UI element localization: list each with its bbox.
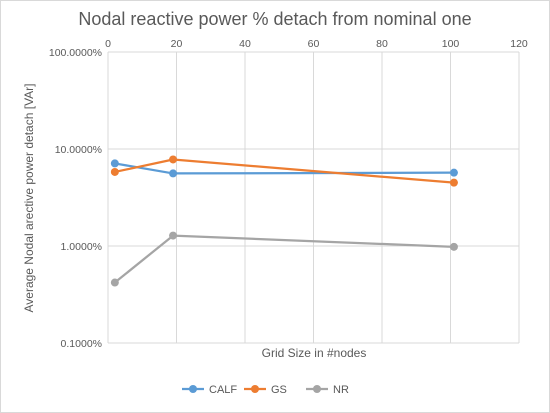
data-point-calf [449,168,458,177]
legend-marker-calf [189,385,197,393]
x-tick-label: 0 [105,38,111,50]
x-tick-label: 80 [376,38,388,50]
legend-label-nr: NR [333,384,349,396]
x-tick-label: 100 [442,38,460,50]
legend-marker-nr [313,385,321,393]
legend-label-gs: GS [271,384,287,396]
series-line-nr [114,234,454,284]
y-tick-label: 0.1000% [61,338,102,350]
y-axis-title: Average Nodal arective power detach [VAr… [22,83,36,312]
y-tick-label: 10.0000% [55,144,102,156]
legend-layer: CALF GS NR [182,384,349,396]
data-point-gs [449,178,458,187]
x-tick-label: 40 [239,38,251,50]
data-point-nr [449,242,458,251]
legend-marker-gs [251,385,259,393]
x-tick-label: 120 [510,38,528,50]
chart-title: Nodal reactive power % detach from nomin… [78,9,472,29]
data-point-calf [169,169,178,178]
y-tick-label: 1.0000% [61,241,102,253]
axis-layer: 100.0000% 10.0000% 1.0000% 0.1000% 0 20 40 60 80… [49,38,528,350]
x-tick-label: 60 [308,38,320,50]
data-point-nr [169,231,178,240]
data-point-calf [110,159,119,168]
grid-layer [107,51,520,344]
y-tick-label: 100.0000% [49,47,102,59]
data-point-gs [169,155,178,164]
series-layer [110,155,458,287]
data-point-nr [110,278,119,287]
data-point-gs [110,167,119,176]
legend-label-calf: CALF [209,384,237,396]
x-tick-label: 20 [171,38,183,50]
x-axis-title: Grid Size in #nodes [262,346,367,360]
